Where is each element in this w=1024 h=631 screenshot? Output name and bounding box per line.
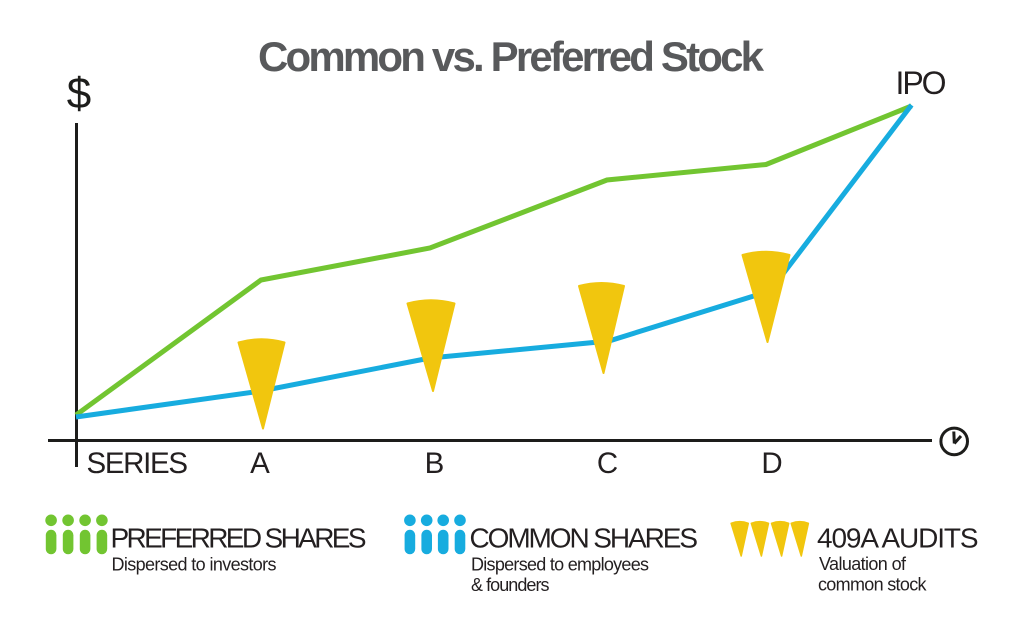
svg-text:common stock: common stock bbox=[818, 574, 928, 594]
svg-text:Dispersed to investors: Dispersed to investors bbox=[112, 554, 277, 574]
svg-text:B: B bbox=[425, 447, 445, 480]
svg-text:Common vs. Preferred Stock: Common vs. Preferred Stock bbox=[258, 33, 765, 80]
svg-text:& founders: & founders bbox=[471, 575, 550, 595]
svg-text:D: D bbox=[761, 447, 782, 480]
svg-text:Dispersed to employees: Dispersed to employees bbox=[471, 554, 649, 574]
svg-text:SERIES: SERIES bbox=[87, 447, 189, 480]
svg-text:IPO: IPO bbox=[896, 65, 947, 101]
svg-text:A: A bbox=[250, 447, 270, 480]
svg-text:PREFERRED SHARES: PREFERRED SHARES bbox=[111, 523, 367, 554]
svg-text:$: $ bbox=[67, 69, 91, 118]
svg-text:C: C bbox=[597, 447, 618, 480]
svg-text:COMMON SHARES: COMMON SHARES bbox=[470, 523, 699, 554]
svg-text:409A AUDITS: 409A AUDITS bbox=[817, 523, 979, 554]
svg-text:Valuation of: Valuation of bbox=[819, 554, 907, 574]
